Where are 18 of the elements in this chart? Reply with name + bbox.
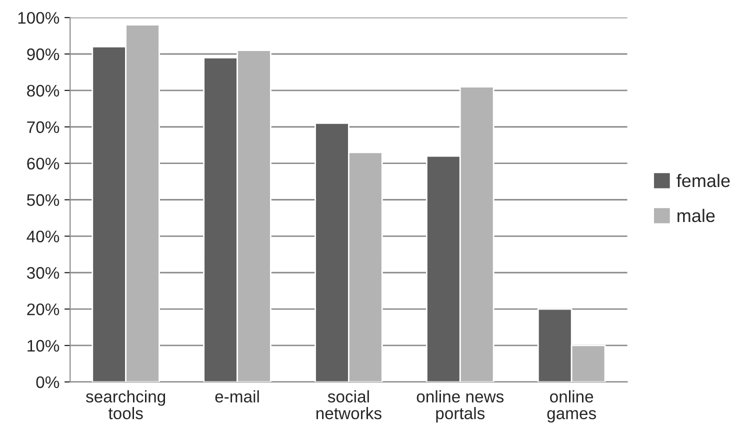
x-tick-label: online news portals: [416, 390, 504, 423]
y-tick-label: 60%: [27, 158, 60, 170]
x-tick-label: social networks: [316, 390, 382, 420]
y-tick-label: 40%: [26, 230, 60, 242]
y-tick-label: 100%: [18, 12, 60, 24]
y-tick-label: 50%: [27, 194, 60, 206]
y-tick-label: 90%: [27, 48, 60, 60]
y-tick-label: 70%: [27, 121, 60, 134]
y-tick-label: 80%: [27, 84, 60, 97]
y-tick-label: 30%: [26, 267, 60, 279]
y-tick-label: 0%: [36, 376, 60, 388]
x-tick-label: online games: [547, 390, 596, 423]
legend-label: male: [678, 208, 715, 222]
y-tick-label: 10%: [28, 340, 60, 352]
y-tick-label: 20%: [27, 303, 60, 316]
legend-label: female: [676, 174, 730, 188]
x-tick-label: searchcing tools: [86, 390, 166, 420]
x-tick-label: e-mail: [215, 390, 259, 403]
